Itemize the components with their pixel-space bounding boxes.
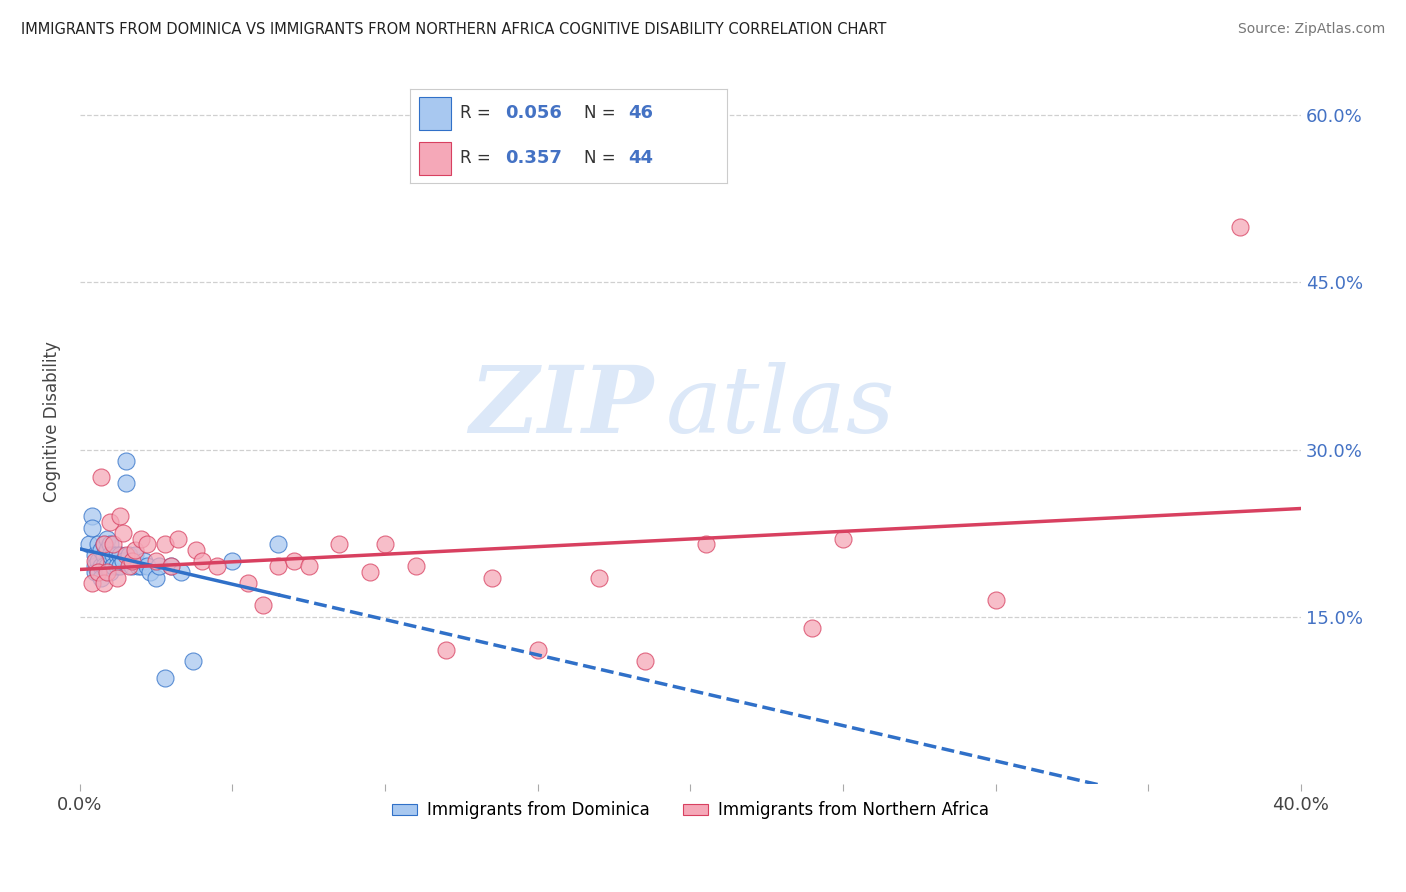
Point [80,576,103,591]
Point [87,537,110,551]
Point [526,643,548,657]
Point [127,559,149,574]
Point [267,537,290,551]
Point [90,559,112,574]
Point [90,571,112,585]
Point [84,565,107,579]
Point [118,549,141,563]
Point [100,565,122,579]
Point [87,565,110,579]
Point [252,599,274,613]
Point [221,554,243,568]
Point [124,542,146,557]
Point [481,571,503,585]
Text: IMMIGRANTS FROM DOMINICA VS IMMIGRANTS FROM NORTHERN AFRICA COGNITIVE DISABILITY: IMMIGRANTS FROM DOMINICA VS IMMIGRANTS F… [21,22,886,37]
Point [191,554,214,568]
Point [96,559,118,574]
Point [405,559,427,574]
Point [801,621,824,635]
Point [155,671,177,685]
Point [298,559,321,574]
Point [695,537,717,551]
Point [148,559,170,574]
Point [105,549,128,563]
Point [114,453,136,467]
Point [136,559,159,574]
Point [160,559,183,574]
Point [103,549,125,563]
Point [114,549,136,563]
Point [121,554,143,568]
Point [145,571,167,585]
Point [93,576,115,591]
Point [166,532,188,546]
Point [984,593,1007,607]
Point [93,559,115,574]
Point [90,470,112,484]
Point [87,565,110,579]
Point [160,559,183,574]
Point [145,554,167,568]
Point [283,554,305,568]
Point [80,509,103,524]
Point [111,554,134,568]
Point [84,549,107,563]
Point [114,475,136,490]
Text: ZIP: ZIP [470,362,654,452]
Point [111,526,134,541]
Point [121,559,143,574]
Point [129,532,152,546]
Point [129,559,152,574]
Point [588,571,610,585]
Point [87,554,110,568]
Point [103,559,125,574]
Point [124,549,146,563]
Text: atlas: atlas [666,362,896,452]
Point [108,559,131,574]
Point [207,559,229,574]
Text: Source: ZipAtlas.com: Source: ZipAtlas.com [1237,22,1385,37]
Point [93,537,115,551]
Point [169,565,191,579]
Point [96,532,118,546]
Point [93,537,115,551]
Y-axis label: Cognitive Disability: Cognitive Disability [44,342,60,502]
Point [328,537,350,551]
Point [105,559,128,574]
Point [118,559,141,574]
Point [100,549,122,563]
Point [93,549,115,563]
Point [267,559,290,574]
Point [96,542,118,557]
Point [100,537,122,551]
Legend: Immigrants from Dominica, Immigrants from Northern Africa: Immigrants from Dominica, Immigrants fro… [385,795,995,826]
Point [139,565,162,579]
Point [236,576,259,591]
Point [359,565,381,579]
Point [633,654,655,668]
Point [77,537,100,551]
Point [136,537,159,551]
Point [434,643,457,657]
Point [181,654,204,668]
Point [96,565,118,579]
Point [108,509,131,524]
Point [80,520,103,534]
Point [155,537,177,551]
Point [100,515,122,529]
Point [84,559,107,574]
Point [84,554,107,568]
Point [832,532,855,546]
Point [184,542,207,557]
Point [105,571,128,585]
Point [90,542,112,557]
Point [1229,219,1251,234]
Point [132,554,155,568]
Point [103,537,125,551]
Point [108,549,131,563]
Point [374,537,396,551]
